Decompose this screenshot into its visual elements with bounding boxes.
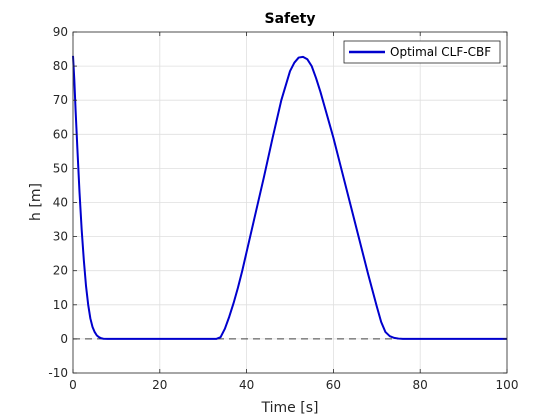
y-tick-label: 80 — [53, 59, 68, 73]
x-tick-label: 20 — [152, 378, 167, 392]
x-tick-label: 100 — [496, 378, 519, 392]
y-tick-label: 20 — [53, 264, 68, 278]
y-tick-label: -10 — [48, 366, 68, 380]
y-tick-label: 0 — [60, 332, 68, 346]
y-axis-ticks: -10 0 10 20 30 40 50 60 70 80 90 — [48, 25, 507, 380]
x-axis-ticks: 0 20 40 60 80 100 — [69, 32, 518, 392]
x-axis-label: Time [s] — [261, 400, 319, 416]
x-tick-label: 0 — [69, 378, 77, 392]
legend-box — [343, 40, 501, 64]
y-tick-label: 70 — [53, 93, 68, 107]
y-tick-label: 90 — [53, 25, 68, 39]
x-tick-label: 60 — [326, 378, 341, 392]
y-tick-label: 60 — [53, 127, 68, 141]
y-axis-label: h [m] — [28, 183, 44, 221]
y-tick-label: 10 — [53, 298, 68, 312]
x-tick-label: 80 — [413, 378, 428, 392]
series-group — [72, 55, 507, 340]
y-tick-label: 40 — [53, 196, 68, 210]
series-line — [72, 55, 507, 340]
legend: Optimal CLF-CBF — [343, 40, 501, 64]
chart-title: Safety — [265, 11, 316, 27]
y-tick-label: 50 — [53, 161, 68, 175]
y-tick-label: 30 — [53, 230, 68, 244]
legend-label: Optimal CLF-CBF — [390, 45, 491, 59]
x-tick-label: 40 — [239, 378, 254, 392]
